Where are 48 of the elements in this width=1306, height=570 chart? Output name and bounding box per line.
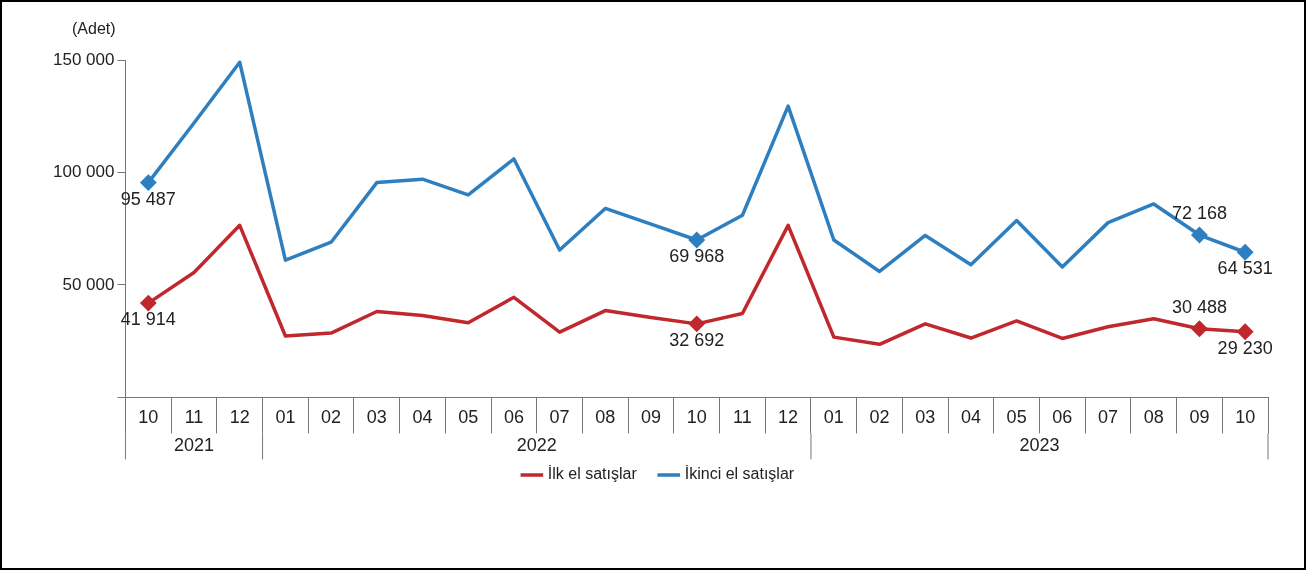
- x-tick-label: 01: [275, 407, 296, 428]
- x-tick-label: 11: [733, 407, 752, 428]
- x-tick-label: 03: [915, 407, 936, 428]
- y-tick-label: 100 000: [53, 162, 115, 182]
- x-tick-label: 04: [960, 407, 981, 428]
- data-label: 29 230: [1217, 337, 1273, 358]
- point: [140, 174, 157, 191]
- x-tick-label: 10: [686, 407, 707, 428]
- x-tick-label: 04: [412, 407, 433, 428]
- x-tick-label: 07: [1098, 407, 1119, 428]
- data-label: 32 692: [669, 329, 725, 350]
- point: [688, 316, 705, 332]
- point: [1191, 227, 1208, 243]
- point: [688, 232, 705, 248]
- point: [1237, 244, 1253, 260]
- legend-label: İlk el satışlar: [547, 464, 638, 483]
- x-tick-label: 08: [595, 407, 616, 428]
- x-tick-label: 05: [458, 407, 479, 428]
- x-tick-label: 05: [1006, 407, 1027, 428]
- legend-label: İkinci el satışlar: [684, 464, 795, 483]
- x-tick-label: 09: [641, 407, 662, 428]
- x-tick-label: 01: [823, 407, 844, 428]
- x-tick-label: 12: [229, 407, 250, 428]
- data-label: 69 968: [669, 245, 725, 266]
- point: [1237, 323, 1253, 340]
- x-tick-label: 07: [549, 407, 570, 428]
- x-tick-label: 03: [366, 407, 387, 428]
- x-tick-label: 10: [138, 407, 159, 428]
- text: 2023: [1019, 435, 1060, 456]
- text: 2022: [516, 435, 557, 456]
- x-tick-label: 08: [1143, 407, 1164, 428]
- y-tick-label: 50 000: [62, 274, 115, 294]
- point: [140, 295, 157, 311]
- x-tick-label: 02: [869, 407, 890, 428]
- data-label: 30 488: [1171, 296, 1227, 317]
- data-label: 64 531: [1217, 258, 1273, 279]
- text: 2021: [173, 435, 215, 456]
- x-tick-label: 06: [1052, 407, 1073, 428]
- x-tick-label: 12: [778, 407, 799, 428]
- data-label: 72 168: [1171, 203, 1227, 224]
- x-tick-label: 02: [321, 407, 342, 428]
- x-tick-label: 11: [184, 407, 204, 428]
- x-tick-label: 09: [1189, 407, 1210, 428]
- x-tick-label: 06: [503, 407, 524, 428]
- x-tick-label: 10: [1235, 407, 1256, 428]
- y-axis-title: (Adet): [72, 20, 116, 38]
- y-tick-label: 150 000: [53, 49, 115, 69]
- point: [1191, 321, 1208, 337]
